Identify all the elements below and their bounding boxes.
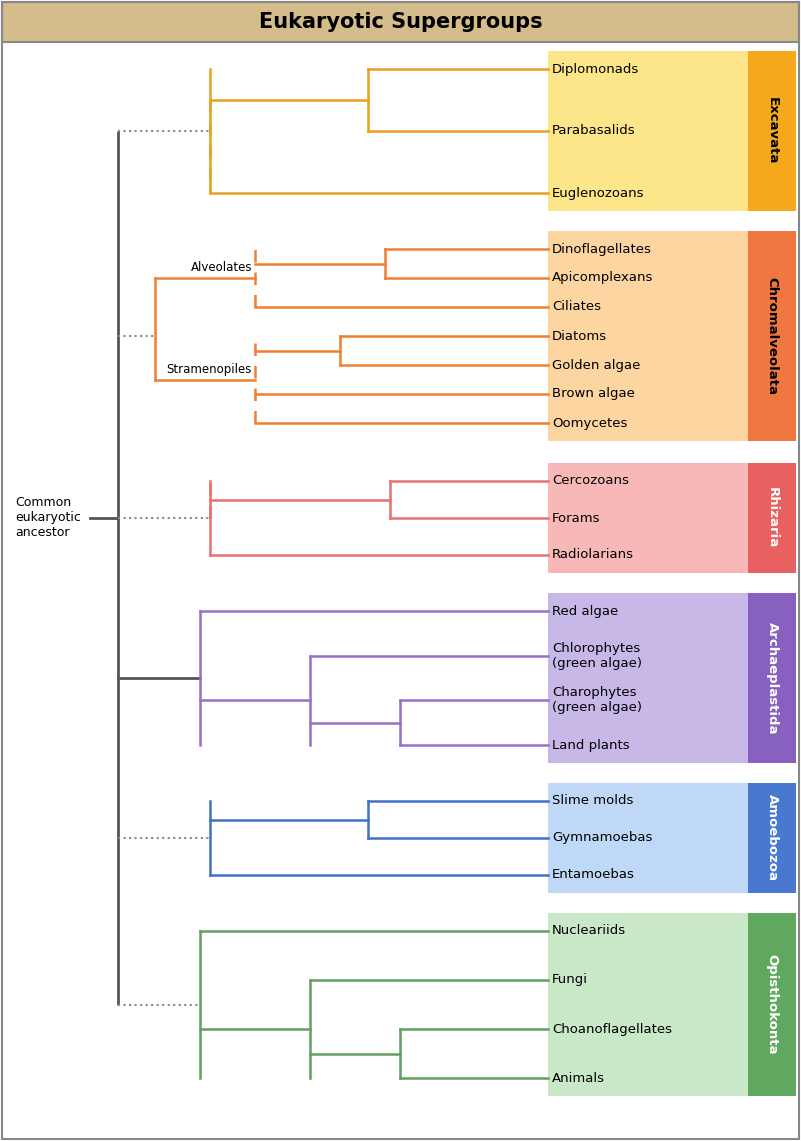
Text: Brown algae: Brown algae <box>552 388 635 400</box>
Text: Nucleariids: Nucleariids <box>552 924 626 938</box>
Text: Alveolates: Alveolates <box>191 261 252 274</box>
Text: Parabasalids: Parabasalids <box>552 124 636 138</box>
Text: Apicomplexans: Apicomplexans <box>552 272 654 284</box>
Text: Archaeplastida: Archaeplastida <box>766 622 779 735</box>
FancyBboxPatch shape <box>548 913 748 1097</box>
Text: Charophytes
(green algae): Charophytes (green algae) <box>552 687 642 714</box>
Text: Excavata: Excavata <box>766 97 779 164</box>
Text: Cercozoans: Cercozoans <box>552 475 629 487</box>
Text: Land plants: Land plants <box>552 738 630 752</box>
Text: Forams: Forams <box>552 511 601 525</box>
FancyBboxPatch shape <box>548 51 748 211</box>
Text: Diatoms: Diatoms <box>552 330 607 342</box>
Text: Red algae: Red algae <box>552 605 618 617</box>
Text: Animals: Animals <box>552 1071 605 1084</box>
Text: Oomycetes: Oomycetes <box>552 416 627 429</box>
FancyBboxPatch shape <box>548 783 748 893</box>
Text: Ciliates: Ciliates <box>552 300 601 314</box>
FancyBboxPatch shape <box>748 913 796 1097</box>
Text: Dinoflagellates: Dinoflagellates <box>552 243 652 256</box>
FancyBboxPatch shape <box>748 463 796 573</box>
Text: Eukaryotic Supergroups: Eukaryotic Supergroups <box>259 13 542 32</box>
Text: Stramenopiles: Stramenopiles <box>167 363 252 375</box>
FancyBboxPatch shape <box>748 593 796 763</box>
FancyBboxPatch shape <box>748 783 796 893</box>
Text: Fungi: Fungi <box>552 973 588 987</box>
Text: Entamoebas: Entamoebas <box>552 868 635 882</box>
Text: Golden algae: Golden algae <box>552 358 640 372</box>
Text: Slime molds: Slime molds <box>552 794 634 808</box>
FancyBboxPatch shape <box>548 230 748 442</box>
Text: Euglenozoans: Euglenozoans <box>552 186 645 200</box>
FancyBboxPatch shape <box>2 2 799 42</box>
Text: Gymnamoebas: Gymnamoebas <box>552 832 652 844</box>
Text: Diplomonads: Diplomonads <box>552 63 639 75</box>
Text: Choanoflagellates: Choanoflagellates <box>552 1022 672 1036</box>
Text: Rhizaria: Rhizaria <box>766 487 779 549</box>
FancyBboxPatch shape <box>748 230 796 442</box>
FancyBboxPatch shape <box>748 51 796 211</box>
Text: Chlorophytes
(green algae): Chlorophytes (green algae) <box>552 641 642 670</box>
Text: Amoebozoa: Amoebozoa <box>766 794 779 882</box>
FancyBboxPatch shape <box>548 593 748 763</box>
FancyBboxPatch shape <box>548 463 748 573</box>
Text: Common
eukaryotic
ancestor: Common eukaryotic ancestor <box>15 496 81 540</box>
Text: Chromalveolata: Chromalveolata <box>766 277 779 395</box>
Text: Opisthokonta: Opisthokonta <box>766 954 779 1054</box>
Text: Radiolarians: Radiolarians <box>552 549 634 561</box>
